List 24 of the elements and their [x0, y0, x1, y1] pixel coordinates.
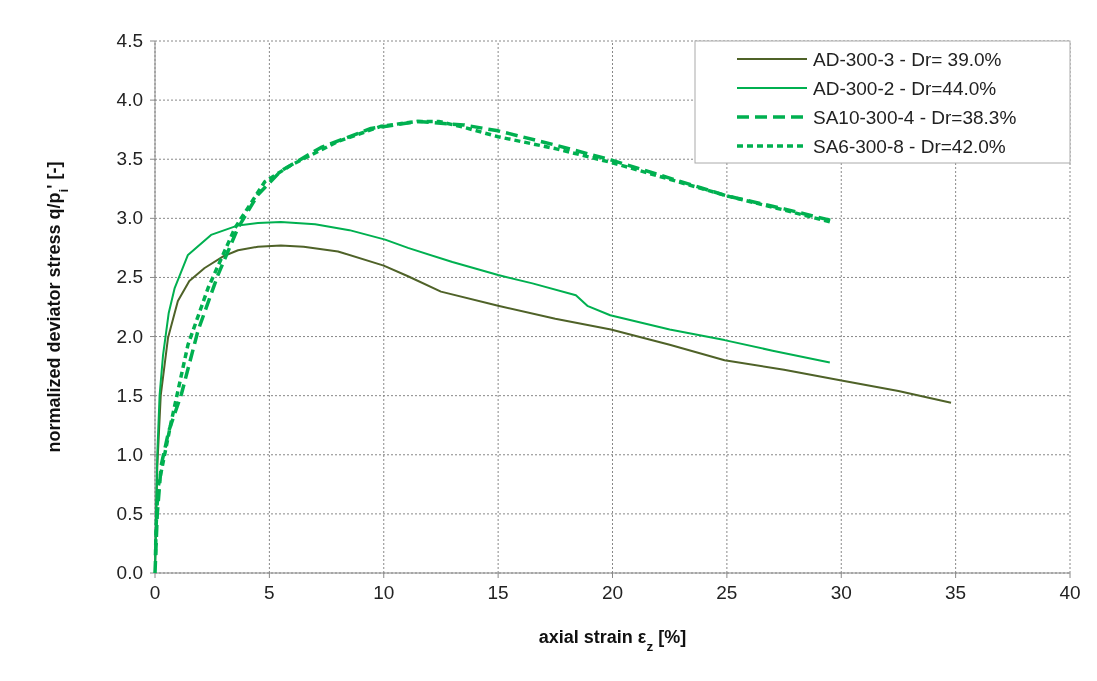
y-tick-label: 1.0 [116, 443, 143, 465]
y-tick-label: 4.0 [116, 89, 143, 111]
y-tick-label: 0.5 [116, 502, 143, 524]
y-tick-label: 2.5 [116, 266, 143, 288]
x-tick-label: 30 [830, 582, 852, 603]
legend-label: AD-300-3 - Dr= 39.0% [813, 49, 1002, 70]
y-tick-label: 1.5 [116, 384, 143, 406]
x-tick-label: 35 [945, 582, 967, 603]
x-tick-label: 40 [1059, 582, 1081, 603]
y-tick-label: 2.0 [116, 325, 143, 347]
x-tick-label: 0 [149, 582, 161, 603]
x-tick-label: 15 [487, 582, 509, 603]
x-tick-label: 10 [373, 582, 395, 603]
y-tick-label: 3.5 [116, 148, 143, 170]
y-tick-label: 4.5 [116, 30, 143, 51]
legend-label: SA6-300-8 - Dr=42.0% [813, 136, 1006, 157]
x-axis-title: axial strain ε$_{z}$ [%] [538, 627, 687, 654]
legend-label: SA10-300-4 - Dr=38.3% [813, 107, 1017, 128]
x-tick-label: 5 [264, 582, 275, 603]
x-tick-label: 25 [716, 582, 738, 603]
x-tick-label: 20 [601, 582, 624, 603]
y-tick-label: 3.0 [116, 207, 143, 229]
legend-label: AD-300-2 - Dr=44.0% [813, 78, 997, 99]
y-tick-label: 0.0 [116, 562, 143, 583]
